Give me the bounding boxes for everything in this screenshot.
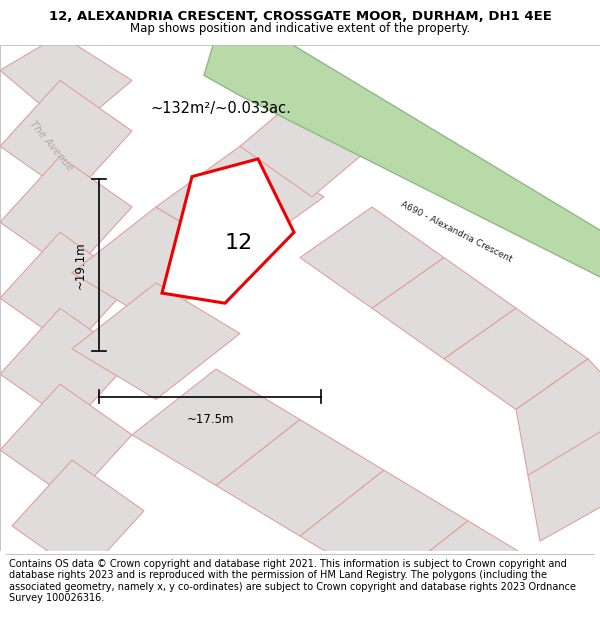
Polygon shape (12, 460, 144, 576)
Polygon shape (384, 521, 552, 625)
Text: Contains OS data © Crown copyright and database right 2021. This information is : Contains OS data © Crown copyright and d… (9, 559, 576, 603)
Polygon shape (216, 419, 384, 536)
Text: Map shows position and indicative extent of the property.: Map shows position and indicative extent… (130, 22, 470, 35)
Polygon shape (300, 207, 444, 308)
Text: A690 - Alexandria Crescent: A690 - Alexandria Crescent (399, 200, 513, 264)
Text: 12, ALEXANDRIA CRESCENT, CROSSGATE MOOR, DURHAM, DH1 4EE: 12, ALEXANDRIA CRESCENT, CROSSGATE MOOR,… (49, 10, 551, 23)
Polygon shape (300, 470, 468, 587)
Polygon shape (444, 308, 588, 409)
Text: ~132m²/~0.033ac.: ~132m²/~0.033ac. (150, 101, 291, 116)
Polygon shape (240, 86, 384, 197)
Polygon shape (0, 156, 132, 272)
Polygon shape (132, 369, 300, 486)
Text: ~19.1m: ~19.1m (74, 241, 87, 289)
Text: The Avenue: The Avenue (27, 119, 75, 173)
Polygon shape (372, 258, 516, 359)
Text: ~17.5m: ~17.5m (186, 413, 234, 426)
Polygon shape (0, 232, 132, 349)
Polygon shape (72, 207, 240, 324)
Polygon shape (72, 283, 240, 399)
Polygon shape (0, 35, 132, 131)
Polygon shape (162, 159, 294, 303)
Polygon shape (516, 359, 600, 475)
Text: 12: 12 (224, 233, 253, 253)
Polygon shape (528, 425, 600, 541)
Polygon shape (156, 146, 324, 258)
Polygon shape (204, 35, 600, 283)
Polygon shape (0, 308, 132, 425)
Polygon shape (0, 81, 132, 197)
Polygon shape (0, 384, 132, 501)
